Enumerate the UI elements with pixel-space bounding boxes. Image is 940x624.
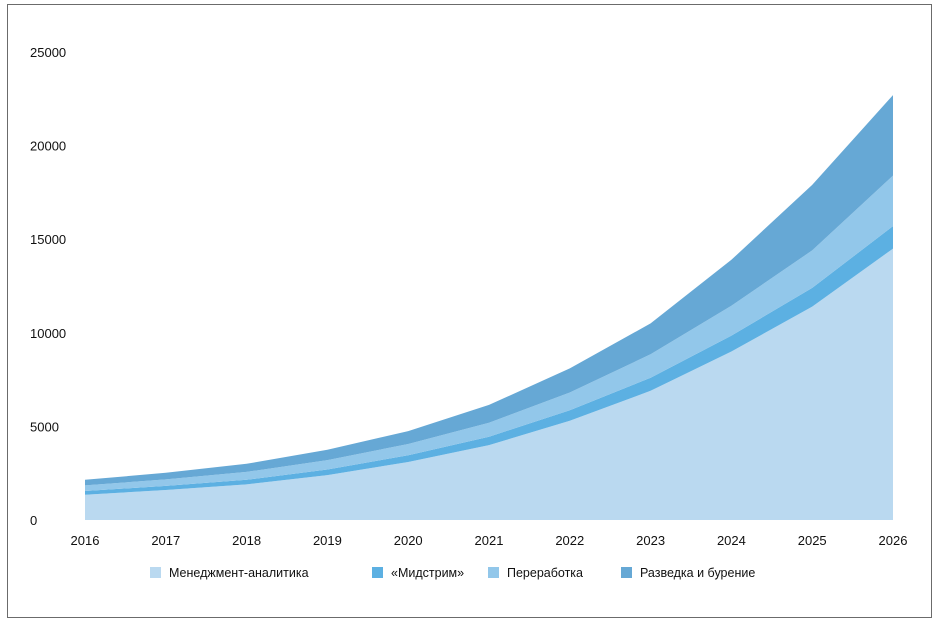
- x-tick-label: 2018: [232, 533, 261, 548]
- area-series-3: [85, 175, 893, 491]
- legend-label: Переработка: [507, 566, 583, 580]
- x-tick-label: 2023: [636, 533, 665, 548]
- area-series-2: [85, 226, 893, 495]
- x-tick-label: 2016: [71, 533, 100, 548]
- x-tick-label: 2025: [798, 533, 827, 548]
- legend-swatch: [621, 567, 632, 578]
- x-axis-tick-labels: 2016 2017 2018 2019 2020 2021 2022 2023 2024 2025…: [71, 533, 908, 548]
- y-tick-label: 20000: [30, 139, 66, 154]
- x-tick-label: 2026: [879, 533, 908, 548]
- y-tick-label: 15000: [30, 232, 66, 247]
- legend-swatch: [372, 567, 383, 578]
- x-tick-label: 2020: [394, 533, 423, 548]
- x-tick-label: 2022: [555, 533, 584, 548]
- area-series-4: [85, 95, 893, 486]
- x-tick-label: 2017: [151, 533, 180, 548]
- x-tick-label: 2021: [475, 533, 504, 548]
- y-tick-label: 25000: [30, 45, 66, 60]
- area-layers: [85, 95, 893, 520]
- y-axis-tick-labels: 0 5000 10000 15000 20000 25000: [30, 45, 66, 528]
- legend-label: Менеджмент-аналитика: [169, 566, 309, 580]
- legend-swatch: [488, 567, 499, 578]
- legend-label: Разведка и бурение: [640, 566, 755, 580]
- area-series-1: [85, 248, 893, 520]
- y-tick-label: 0: [30, 513, 37, 528]
- legend: Менеджмент-аналитика «Мидстрим» Переработк…: [150, 566, 755, 580]
- y-tick-label: 5000: [30, 419, 59, 434]
- y-tick-label: 10000: [30, 326, 66, 341]
- legend-label: «Мидстрим»: [391, 566, 464, 580]
- x-tick-label: 2024: [717, 533, 746, 548]
- legend-swatch: [150, 567, 161, 578]
- x-tick-label: 2019: [313, 533, 342, 548]
